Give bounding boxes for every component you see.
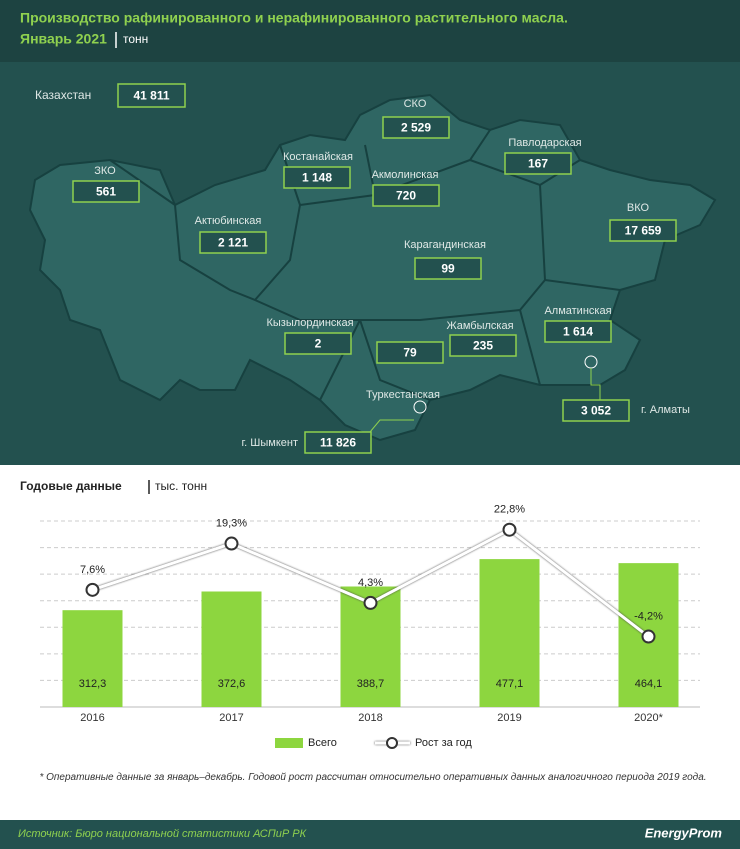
legend-label: Всего [308,737,337,749]
value-box [117,83,186,108]
region-value: 167 [528,157,548,171]
region-label: Павлодарская [508,137,581,149]
region-value: 99 [441,262,455,276]
value-box [382,116,450,139]
value-label: -4,2% [634,610,663,622]
header-panel [0,0,740,62]
region-label: Костанайская [283,151,353,163]
value-box [449,334,517,357]
region-label: СКО [404,98,427,110]
value-label: 312,3 [79,678,107,690]
marker [224,536,239,551]
value-label: 22,8% [494,504,525,516]
value-box [372,184,440,207]
value-box [72,180,140,203]
value-label: 464,1 [635,678,663,690]
region-value: 3 052 [581,404,611,418]
source-panel [0,820,740,849]
value-box [544,320,612,343]
value-label: 372,6 [218,678,246,690]
x-tick-label: 2018 [358,712,382,724]
marker [363,595,378,610]
region-label: г. Шымкент [242,437,299,449]
region-label: Жамбылская [446,320,513,332]
bar [62,610,123,707]
x-tick-label: 2019 [497,712,521,724]
value-box [199,231,267,254]
legend-label: Рост за год [415,737,472,749]
value-box [562,399,630,422]
x-tick-label: 2020* [634,712,663,724]
x-tick-label: 2017 [219,712,243,724]
region-label: Кызылординская [266,317,353,329]
value-box [609,219,677,242]
region-value: 79 [403,346,417,360]
legend-swatch [386,737,398,749]
unit: тонн [123,32,148,46]
value-box [504,152,572,175]
x-tick-label: 2016 [80,712,104,724]
region-value: 561 [96,185,116,199]
region-label: ВКО [627,202,650,214]
region-label: Карагандинская [404,239,486,251]
chart-subtitle: тыс. тонн [155,479,207,493]
value-box [283,166,351,189]
value-box [284,332,352,355]
source: Источник: Бюро национальной статистики А… [18,828,307,840]
region-value: 2 121 [218,236,248,250]
value-box [414,257,482,280]
legend-swatch [275,738,303,748]
region-label: Акмолинская [372,169,439,181]
region-value: 41 811 [133,89,169,103]
chart-title: Годовые данные [20,479,122,493]
marker [641,629,656,644]
footnote: * Оперативные данные за январь–декабрь. … [39,772,707,783]
region-value: 2 529 [401,121,431,135]
value-label: 4,3% [358,577,383,589]
region-label: ЗКО [94,165,116,177]
value-label: 19,3% [216,517,247,529]
region-value: 11 826 [320,436,356,450]
region-label: г. Алматы [641,404,690,416]
region-value: 720 [396,189,416,203]
bar [201,591,262,707]
region-label: Казахстан [35,88,91,102]
region-label: Алматинская [544,305,611,317]
region-label: Туркестанская [366,389,440,401]
title: Производство рафинированного и нерафинир… [20,10,568,26]
region-value: 1 614 [563,325,593,339]
marker [502,522,517,537]
bar [479,559,540,707]
period: Январь 2021 [20,31,107,47]
region-label: Актюбинская [195,215,262,227]
value-box [376,341,444,364]
value-box [304,431,372,454]
value-label: 477,1 [496,678,524,690]
region-value: 2 [315,337,322,351]
brand: EnergyProm [645,825,723,840]
value-label: 7,6% [80,564,105,576]
value-label: 388,7 [357,678,385,690]
region-value: 1 148 [302,171,332,185]
marker [85,582,100,597]
region-value: 235 [473,339,493,353]
region-value: 17 659 [625,224,662,238]
